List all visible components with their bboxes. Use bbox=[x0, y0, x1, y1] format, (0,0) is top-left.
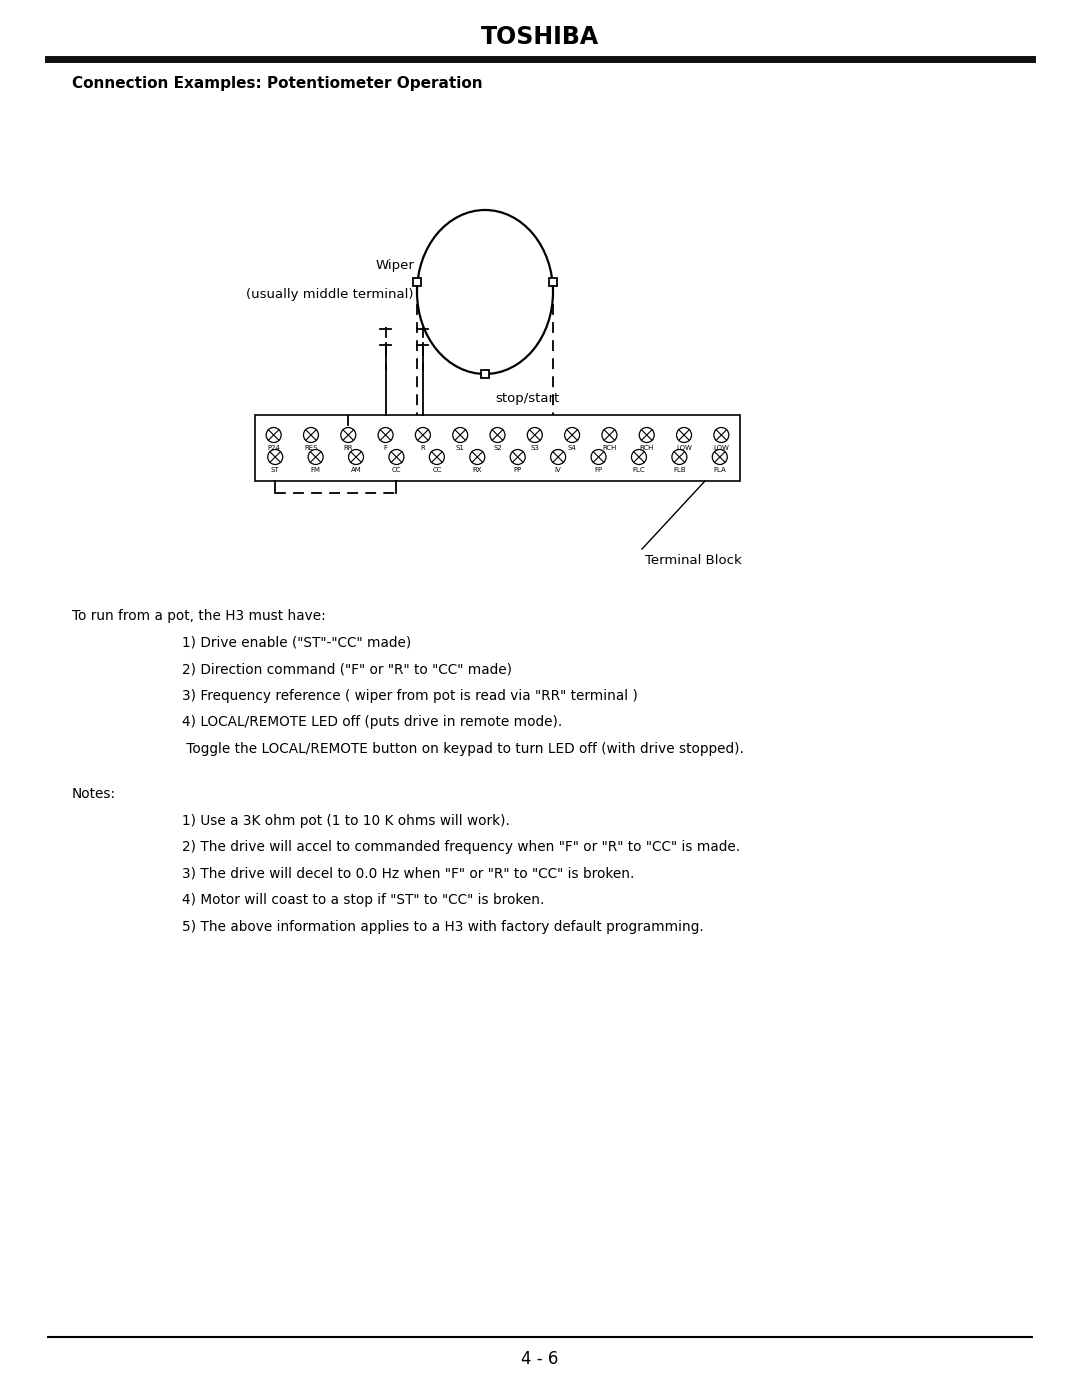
Circle shape bbox=[565, 427, 580, 443]
Text: 3) The drive will decel to 0.0 Hz when "F" or "R" to "CC" is broken.: 3) The drive will decel to 0.0 Hz when "… bbox=[183, 866, 634, 880]
Circle shape bbox=[527, 427, 542, 443]
Text: FLB: FLB bbox=[673, 467, 686, 472]
Circle shape bbox=[266, 427, 281, 443]
Text: R: R bbox=[420, 444, 426, 451]
Text: TOSHIBA: TOSHIBA bbox=[481, 25, 599, 49]
Text: 1) Use a 3K ohm pot (1 to 10 K ohms will work).: 1) Use a 3K ohm pot (1 to 10 K ohms will… bbox=[183, 813, 510, 827]
Text: Terminal Block: Terminal Block bbox=[645, 555, 742, 567]
Bar bbox=[255, 415, 740, 481]
Circle shape bbox=[378, 427, 393, 443]
Circle shape bbox=[490, 427, 505, 443]
Text: F: F bbox=[383, 444, 388, 451]
Circle shape bbox=[510, 450, 525, 464]
Text: LOW: LOW bbox=[714, 444, 729, 451]
Text: FP: FP bbox=[594, 467, 603, 472]
Text: 4 - 6: 4 - 6 bbox=[522, 1350, 558, 1368]
Circle shape bbox=[308, 450, 323, 464]
Text: FLA: FLA bbox=[714, 467, 726, 472]
Circle shape bbox=[430, 450, 444, 464]
Text: P24: P24 bbox=[267, 444, 280, 451]
Circle shape bbox=[602, 427, 617, 443]
Text: CC: CC bbox=[432, 467, 442, 472]
Text: S4: S4 bbox=[568, 444, 577, 451]
Text: stop/start: stop/start bbox=[495, 393, 559, 405]
Circle shape bbox=[632, 450, 647, 464]
Circle shape bbox=[591, 450, 606, 464]
Text: PP: PP bbox=[514, 467, 522, 472]
Text: LOW: LOW bbox=[676, 444, 692, 451]
Text: 2) Direction command ("F" or "R" to "CC" made): 2) Direction command ("F" or "R" to "CC"… bbox=[183, 662, 512, 676]
Text: CC: CC bbox=[392, 467, 401, 472]
Circle shape bbox=[639, 427, 654, 443]
Text: Wiper: Wiper bbox=[375, 258, 414, 272]
Text: 4) Motor will coast to a stop if "ST" to "CC" is broken.: 4) Motor will coast to a stop if "ST" to… bbox=[183, 893, 544, 907]
Text: FM: FM bbox=[311, 467, 321, 472]
Text: RR: RR bbox=[343, 444, 353, 451]
Text: 1) Drive enable ("ST"-"CC" made): 1) Drive enable ("ST"-"CC" made) bbox=[183, 636, 411, 650]
Circle shape bbox=[676, 427, 691, 443]
Text: Notes:: Notes: bbox=[72, 787, 117, 800]
Text: FLC: FLC bbox=[633, 467, 645, 472]
Text: ST: ST bbox=[271, 467, 280, 472]
Text: RX: RX bbox=[473, 467, 482, 472]
Text: To run from a pot, the H3 must have:: To run from a pot, the H3 must have: bbox=[72, 609, 326, 623]
Circle shape bbox=[714, 427, 729, 443]
Bar bbox=[413, 278, 421, 286]
Text: S2: S2 bbox=[494, 444, 502, 451]
Circle shape bbox=[551, 450, 566, 464]
Text: Toggle the LOCAL/REMOTE button on keypad to turn LED off (with drive stopped).: Toggle the LOCAL/REMOTE button on keypad… bbox=[183, 742, 744, 756]
Bar bbox=[549, 278, 557, 286]
Text: (usually middle terminal): (usually middle terminal) bbox=[246, 288, 414, 300]
Text: S1: S1 bbox=[456, 444, 464, 451]
Text: AM: AM bbox=[351, 467, 362, 472]
Circle shape bbox=[453, 427, 468, 443]
Circle shape bbox=[303, 427, 319, 443]
Circle shape bbox=[268, 450, 283, 464]
Circle shape bbox=[713, 450, 727, 464]
Text: RCH: RCH bbox=[639, 444, 653, 451]
Bar bbox=[481, 370, 489, 379]
Text: 4) LOCAL/REMOTE LED off (puts drive in remote mode).: 4) LOCAL/REMOTE LED off (puts drive in r… bbox=[183, 715, 563, 729]
Text: RES: RES bbox=[305, 444, 318, 451]
Text: 3) Frequency reference ( wiper from pot is read via "RR" terminal ): 3) Frequency reference ( wiper from pot … bbox=[183, 689, 638, 703]
Circle shape bbox=[349, 450, 364, 464]
Text: S3: S3 bbox=[530, 444, 539, 451]
Circle shape bbox=[341, 427, 355, 443]
Text: 2) The drive will accel to commanded frequency when "F" or "R" to "CC" is made.: 2) The drive will accel to commanded fre… bbox=[183, 840, 740, 854]
Circle shape bbox=[672, 450, 687, 464]
Circle shape bbox=[470, 450, 485, 464]
Text: 5) The above information applies to a H3 with factory default programming.: 5) The above information applies to a H3… bbox=[183, 919, 704, 933]
Circle shape bbox=[416, 427, 431, 443]
Text: RCH: RCH bbox=[603, 444, 617, 451]
Text: Connection Examples: Potentiometer Operation: Connection Examples: Potentiometer Opera… bbox=[72, 75, 483, 91]
Text: IV: IV bbox=[555, 467, 562, 472]
Circle shape bbox=[389, 450, 404, 464]
